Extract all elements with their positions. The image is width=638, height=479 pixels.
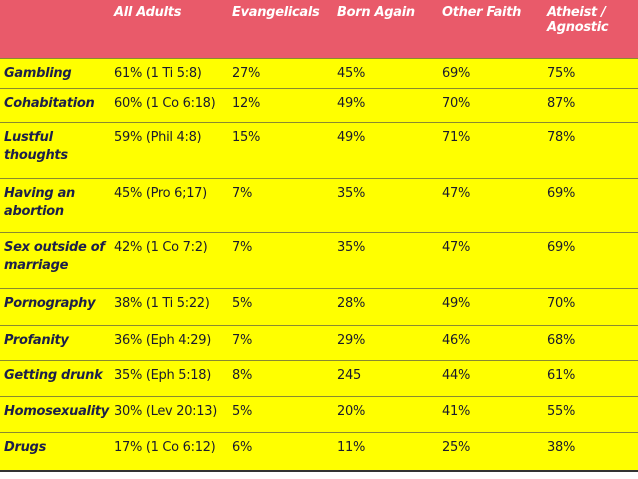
row-label: Sex outside of marriage [0,232,110,289]
cell: 7% [228,325,333,361]
cell: 69% [543,232,638,289]
cell: 30% (Lev 20:13) [110,396,228,433]
table-row: Homosexuality 30% (Lev 20:13) 5% 20% 41% 55% [0,396,638,433]
row-label: Lustful thoughts [0,122,110,179]
cell: 49% [333,122,438,179]
row-label: Gambling [0,58,110,89]
cell: 55% [543,396,638,433]
row-label: Getting drunk [0,360,110,397]
cell: 35% [333,178,438,233]
cell: 44% [438,360,543,397]
cell: 59% (Phil 4:8) [110,122,228,179]
header-cell: Other Faith [438,0,543,59]
table-row: Getting drunk 35% (Eph 5:18) 8% 245 44% 61% [0,360,638,397]
table-row: Having an abortion 45% (Pro 6;17) 7% 35% 47%… [0,178,638,233]
row-label: Pornography [0,288,110,326]
cell: 11% [333,432,438,472]
cell: 70% [438,88,543,123]
cell: 61% [543,360,638,397]
cell: 71% [438,122,543,179]
row-label: Having an abortion [0,178,110,233]
cell: 35% (Eph 5:18) [110,360,228,397]
header-cell: Born Again [333,0,438,59]
cell: 45% [333,58,438,89]
cell: 41% [438,396,543,433]
cell: 29% [333,325,438,361]
cell: 15% [228,122,333,179]
cell: 60% (1 Co 6:18) [110,88,228,123]
table-row: Sex outside of marriage 42% (1 Co 7:2) 7% 3… [0,232,638,289]
row-label: Profanity [0,325,110,361]
table-row: Lustful thoughts 59% (Phil 4:8) 15% 49% 71% 7… [0,122,638,179]
cell: 17% (1 Co 6:12) [110,432,228,472]
cell: 49% [333,88,438,123]
cell: 47% [438,232,543,289]
cell: 49% [438,288,543,326]
cell: 7% [228,178,333,233]
table-row: Cohabitation 60% (1 Co 6:18) 12% 49% 70% 87% [0,88,638,123]
row-label: Homosexuality [0,396,110,433]
cell: 36% (Eph 4:29) [110,325,228,361]
cell: 69% [438,58,543,89]
table-row: Profanity 36% (Eph 4:29) 7% 29% 46% 68% [0,325,638,361]
cell: 47% [438,178,543,233]
cell: 5% [228,396,333,433]
cell: 20% [333,396,438,433]
cell: 7% [228,232,333,289]
cell: 38% [543,432,638,472]
cell: 68% [543,325,638,361]
cell: 245 [333,360,438,397]
cell: 35% [333,232,438,289]
table-row: Gambling 61% (1 Ti 5:8) 27% 45% 69% 75% [0,58,638,89]
cell: 8% [228,360,333,397]
cell: 69% [543,178,638,233]
header-cell: Atheist / Agnostic [543,0,638,59]
header-cell: All Adults [110,0,228,59]
row-label: Cohabitation [0,88,110,123]
cell: 75% [543,58,638,89]
cell: 28% [333,288,438,326]
header-row: All Adults Evangelicals Born Again Other Fa… [0,0,638,59]
cell: 38% (1 Ti 5:22) [110,288,228,326]
cell: 46% [438,325,543,361]
cell: 12% [228,88,333,123]
cell: 5% [228,288,333,326]
cell: 25% [438,432,543,472]
table-row: Pornography 38% (1 Ti 5:22) 5% 28% 49% 70% [0,288,638,326]
cell: 42% (1 Co 7:2) [110,232,228,289]
cell: 45% (Pro 6;17) [110,178,228,233]
cell: 87% [543,88,638,123]
cell: 78% [543,122,638,179]
table-row: Drugs 17% (1 Co 6:12) 6% 11% 25% 38% [0,432,638,472]
cell: 6% [228,432,333,472]
cell: 27% [228,58,333,89]
header-cell [0,0,110,59]
cell: 70% [543,288,638,326]
row-label: Drugs [0,432,110,472]
header-cell: Evangelicals [228,0,333,59]
cell: 61% (1 Ti 5:8) [110,58,228,89]
